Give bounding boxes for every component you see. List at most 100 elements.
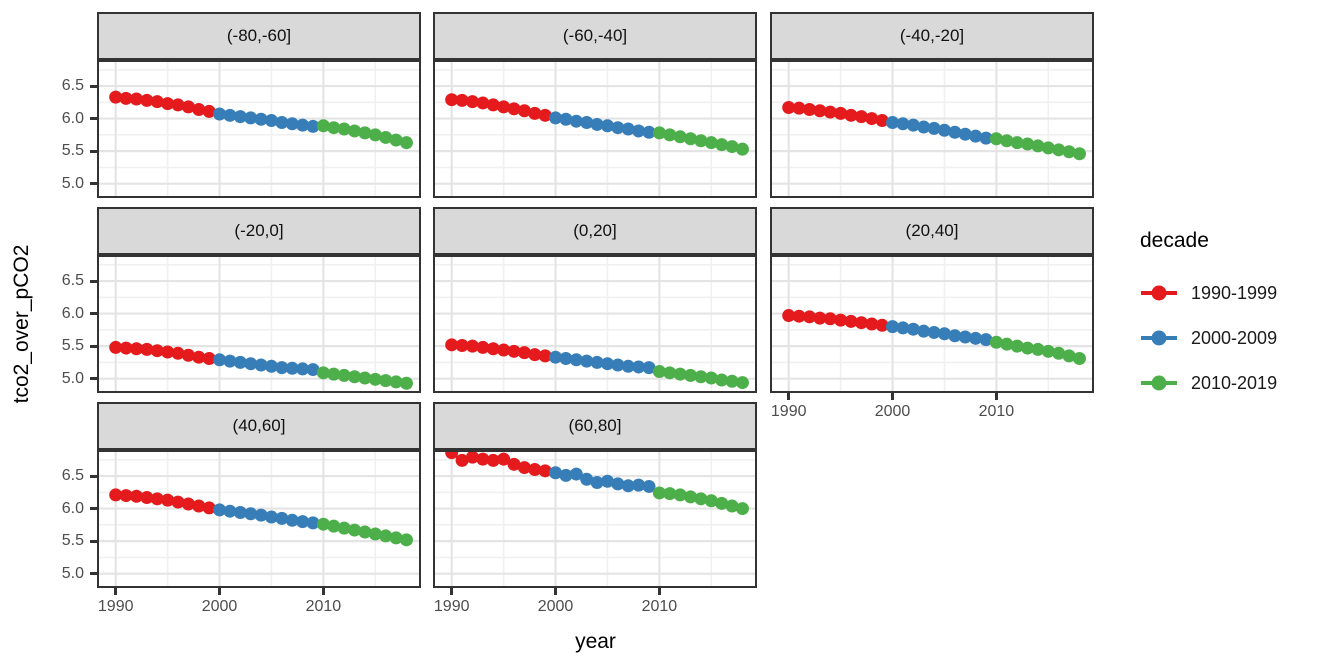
legend-entry: 1990-1999 bbox=[1140, 279, 1277, 307]
y-tick-mark bbox=[90, 149, 97, 153]
x-tick-label: 1990 bbox=[433, 598, 470, 615]
series-2010-2019 bbox=[652, 126, 749, 156]
series-2010-2019 bbox=[316, 366, 413, 390]
legend-entry-label: 2010-2019 bbox=[1191, 372, 1278, 393]
x-tick-mark bbox=[657, 588, 661, 595]
panel-border bbox=[433, 255, 757, 393]
y-tick-label: 5.5 bbox=[61, 142, 84, 160]
facet-strip: (-40,-20] bbox=[770, 12, 1094, 60]
facet-strip-label: (-40,-20] bbox=[899, 26, 965, 45]
series-2010-2019 bbox=[316, 119, 413, 150]
y-tick-mark bbox=[90, 84, 97, 88]
x-tick-mark bbox=[114, 588, 118, 595]
facet-strip-label: (40,60] bbox=[232, 416, 286, 435]
x-tick-label: 1990 bbox=[770, 403, 807, 420]
facet-strip-label: (0,20] bbox=[573, 221, 617, 240]
facet-strip: (-60,-40] bbox=[433, 12, 757, 60]
facet-strip-label: (-60,-40] bbox=[562, 26, 628, 45]
y-tick-label: 6.5 bbox=[61, 272, 84, 290]
y-tick-label: 5.0 bbox=[61, 369, 84, 387]
series-2000-2009 bbox=[886, 115, 993, 145]
legend-title: decade bbox=[1140, 229, 1209, 252]
series-2000-2009 bbox=[213, 353, 320, 377]
legend-key-icon bbox=[1141, 285, 1177, 301]
series-1990-1999 bbox=[109, 90, 216, 118]
facet-strip: (-20,0] bbox=[97, 207, 421, 255]
x-tick-label: 1990 bbox=[97, 598, 134, 615]
x-tick-label: 2010 bbox=[305, 598, 342, 615]
y-tick-mark bbox=[90, 377, 97, 381]
series-2010-2019 bbox=[652, 486, 749, 516]
y-tick-mark bbox=[90, 344, 97, 348]
x-tick-mark bbox=[891, 393, 895, 400]
y-tick-mark bbox=[90, 507, 97, 511]
series-1990-1999 bbox=[445, 93, 552, 122]
facet-panel bbox=[433, 255, 757, 393]
series-1990-1999 bbox=[445, 338, 552, 363]
legend: decade 1990-1999 2000-2009 2010-2019 bbox=[1140, 229, 1277, 414]
series-2000-2009 bbox=[549, 466, 656, 493]
series-1990-1999 bbox=[109, 488, 216, 515]
facet-panel bbox=[770, 60, 1094, 198]
facet-panel bbox=[97, 255, 421, 393]
y-tick-label: 6.5 bbox=[61, 467, 84, 485]
series-2010-2019 bbox=[989, 335, 1086, 365]
x-tick-mark bbox=[321, 588, 325, 595]
panel-border bbox=[770, 60, 1094, 198]
x-tick-mark bbox=[218, 588, 222, 595]
legend-entry: 2010-2019 bbox=[1140, 369, 1277, 397]
y-tick-mark bbox=[90, 312, 97, 316]
x-tick-label: 2000 bbox=[537, 598, 574, 615]
y-tick-mark bbox=[90, 279, 97, 283]
y-tick-label: 6.0 bbox=[61, 304, 84, 322]
series-2000-2009 bbox=[213, 107, 320, 133]
legend-entry-label: 1990-1999 bbox=[1191, 282, 1278, 303]
series-1990-1999 bbox=[782, 309, 889, 332]
facet-strip: (40,60] bbox=[97, 402, 421, 450]
x-tick-label: 2010 bbox=[641, 598, 678, 615]
panel-border bbox=[433, 450, 757, 588]
x-tick-mark bbox=[554, 588, 558, 595]
y-tick-label: 5.5 bbox=[61, 532, 84, 550]
y-tick-label: 5.0 bbox=[61, 174, 84, 192]
facet-strip: (0,20] bbox=[433, 207, 757, 255]
panel-border bbox=[433, 60, 757, 198]
series-2000-2009 bbox=[549, 111, 656, 139]
x-tick-mark bbox=[450, 588, 454, 595]
y-tick-label: 5.5 bbox=[61, 337, 84, 355]
x-tick-label: 2010 bbox=[978, 403, 1015, 420]
facet-panel bbox=[97, 60, 421, 198]
series-1990-1999 bbox=[109, 340, 216, 365]
facet-strip-label: (-20,0] bbox=[234, 221, 284, 240]
series-2000-2009 bbox=[886, 320, 993, 347]
series-2000-2009 bbox=[549, 350, 656, 375]
y-tick-mark bbox=[90, 572, 97, 576]
x-tick-mark bbox=[994, 393, 998, 400]
panel-border bbox=[97, 60, 421, 198]
series-2000-2009 bbox=[213, 503, 320, 530]
facet-strip-label: (60,80] bbox=[568, 416, 622, 435]
panel-border bbox=[97, 450, 421, 588]
y-tick-label: 6.0 bbox=[61, 109, 84, 127]
y-axis-title: tco2_over_pCO2 bbox=[10, 244, 33, 404]
series-1990-1999 bbox=[782, 101, 889, 128]
y-tick-label: 6.0 bbox=[61, 499, 84, 517]
panel-border bbox=[770, 255, 1094, 393]
legend-entry-label: 2000-2009 bbox=[1191, 327, 1278, 348]
legend-entry: 2000-2009 bbox=[1140, 324, 1277, 352]
facet-strip: (60,80] bbox=[433, 402, 757, 450]
legend-entries: 1990-1999 2000-2009 2010-2019 bbox=[1140, 279, 1277, 397]
series-1990-1999 bbox=[445, 450, 552, 478]
facet-strip-label: (20,40] bbox=[905, 221, 959, 240]
y-tick-mark bbox=[90, 117, 97, 121]
series-2010-2019 bbox=[989, 132, 1086, 161]
x-tick-mark bbox=[787, 393, 791, 400]
x-axis-title: year bbox=[575, 630, 616, 653]
y-tick-mark bbox=[90, 539, 97, 543]
x-tick-label: 2000 bbox=[874, 403, 911, 420]
facet-panel bbox=[770, 255, 1094, 393]
y-tick-label: 6.5 bbox=[61, 77, 84, 95]
legend-key-icon bbox=[1141, 330, 1177, 346]
facet-strip: (20,40] bbox=[770, 207, 1094, 255]
